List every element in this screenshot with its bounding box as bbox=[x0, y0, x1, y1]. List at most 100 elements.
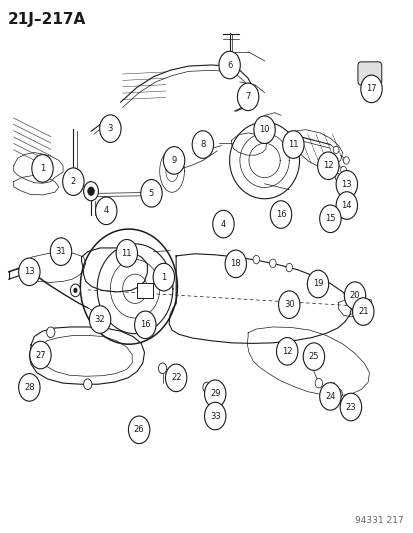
Circle shape bbox=[314, 378, 322, 388]
Circle shape bbox=[285, 263, 292, 272]
Text: 6: 6 bbox=[226, 61, 232, 69]
Circle shape bbox=[335, 171, 357, 198]
Text: 12: 12 bbox=[281, 347, 292, 356]
Text: 21J–217A: 21J–217A bbox=[7, 12, 85, 27]
Text: 30: 30 bbox=[283, 300, 294, 309]
Circle shape bbox=[158, 363, 166, 374]
Circle shape bbox=[306, 270, 328, 298]
Text: 7: 7 bbox=[245, 92, 250, 101]
Circle shape bbox=[206, 406, 215, 416]
Circle shape bbox=[47, 327, 55, 337]
Text: 94331 217: 94331 217 bbox=[354, 516, 403, 525]
Circle shape bbox=[100, 115, 121, 142]
Circle shape bbox=[343, 157, 349, 164]
Circle shape bbox=[276, 337, 297, 365]
Circle shape bbox=[335, 192, 357, 219]
Text: 13: 13 bbox=[24, 268, 35, 276]
Circle shape bbox=[204, 380, 225, 408]
Circle shape bbox=[278, 291, 299, 318]
Circle shape bbox=[360, 75, 381, 103]
Circle shape bbox=[30, 341, 51, 369]
Circle shape bbox=[352, 401, 359, 410]
Circle shape bbox=[165, 364, 186, 392]
Circle shape bbox=[352, 298, 373, 325]
Circle shape bbox=[73, 288, 77, 293]
Text: 11: 11 bbox=[287, 140, 298, 149]
Circle shape bbox=[202, 382, 211, 393]
Text: 4: 4 bbox=[103, 206, 109, 215]
Circle shape bbox=[334, 389, 342, 399]
Text: 25: 25 bbox=[308, 352, 318, 361]
Circle shape bbox=[88, 187, 94, 196]
Text: 21: 21 bbox=[357, 307, 368, 316]
Circle shape bbox=[153, 263, 174, 291]
Text: 11: 11 bbox=[121, 249, 132, 258]
Text: 29: 29 bbox=[209, 389, 220, 398]
Circle shape bbox=[339, 393, 361, 421]
Circle shape bbox=[192, 131, 213, 158]
Circle shape bbox=[317, 152, 338, 180]
Text: 33: 33 bbox=[209, 411, 220, 421]
Circle shape bbox=[269, 259, 275, 268]
Circle shape bbox=[95, 197, 116, 224]
Circle shape bbox=[32, 155, 53, 182]
Circle shape bbox=[134, 311, 156, 338]
Circle shape bbox=[19, 258, 40, 286]
Circle shape bbox=[344, 282, 365, 310]
Text: 14: 14 bbox=[341, 201, 351, 210]
Text: 23: 23 bbox=[345, 402, 355, 411]
Circle shape bbox=[270, 201, 291, 228]
Text: 24: 24 bbox=[324, 392, 335, 401]
Circle shape bbox=[319, 383, 340, 410]
Text: 27: 27 bbox=[35, 351, 46, 360]
Circle shape bbox=[332, 146, 338, 154]
Text: 8: 8 bbox=[200, 140, 205, 149]
Text: 5: 5 bbox=[149, 189, 154, 198]
Circle shape bbox=[237, 83, 258, 111]
Circle shape bbox=[163, 147, 184, 174]
Circle shape bbox=[70, 284, 80, 297]
Circle shape bbox=[89, 306, 111, 333]
Circle shape bbox=[19, 374, 40, 401]
Text: 26: 26 bbox=[133, 425, 144, 434]
Text: 18: 18 bbox=[230, 260, 240, 268]
Circle shape bbox=[212, 211, 234, 238]
Text: 22: 22 bbox=[171, 373, 181, 382]
Circle shape bbox=[83, 182, 98, 201]
Circle shape bbox=[140, 180, 162, 207]
Circle shape bbox=[282, 131, 303, 158]
Text: 9: 9 bbox=[171, 156, 176, 165]
Text: 20: 20 bbox=[349, 291, 359, 300]
Text: 28: 28 bbox=[24, 383, 35, 392]
Text: 1: 1 bbox=[40, 164, 45, 173]
Text: 4: 4 bbox=[220, 220, 225, 229]
Text: 12: 12 bbox=[322, 161, 333, 170]
Text: 19: 19 bbox=[312, 279, 323, 288]
Text: 2: 2 bbox=[71, 177, 76, 186]
Bar bbox=[230, 259, 238, 268]
Circle shape bbox=[83, 379, 92, 390]
Circle shape bbox=[319, 205, 340, 232]
Text: 13: 13 bbox=[341, 180, 351, 189]
Text: 3: 3 bbox=[107, 124, 113, 133]
Circle shape bbox=[252, 255, 259, 264]
Text: 15: 15 bbox=[324, 214, 335, 223]
Circle shape bbox=[225, 250, 246, 278]
Text: 16: 16 bbox=[140, 320, 150, 329]
FancyBboxPatch shape bbox=[357, 62, 381, 85]
Bar bbox=[137, 284, 152, 298]
Circle shape bbox=[62, 168, 84, 196]
Circle shape bbox=[128, 416, 150, 443]
Text: 16: 16 bbox=[275, 210, 286, 219]
Text: 32: 32 bbox=[95, 315, 105, 324]
Circle shape bbox=[218, 51, 240, 79]
Text: 17: 17 bbox=[365, 84, 376, 93]
Circle shape bbox=[340, 166, 346, 174]
Text: 1: 1 bbox=[161, 272, 166, 281]
Circle shape bbox=[335, 174, 340, 181]
Circle shape bbox=[50, 238, 71, 265]
Circle shape bbox=[253, 116, 275, 143]
Text: 10: 10 bbox=[259, 125, 269, 134]
Circle shape bbox=[116, 239, 137, 267]
Circle shape bbox=[302, 343, 324, 370]
